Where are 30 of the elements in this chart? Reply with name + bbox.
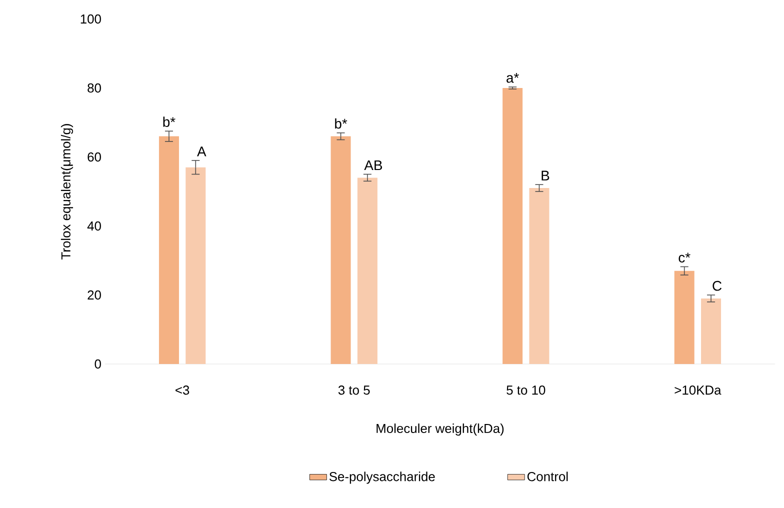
- bar: [330, 136, 351, 364]
- bar: [674, 270, 694, 364]
- annotation: a*: [506, 73, 519, 83]
- annotation: b*: [335, 118, 348, 129]
- annotation: AB: [364, 160, 382, 170]
- legend-label: Se-polysaccharide: [329, 472, 435, 484]
- bar: [357, 178, 378, 364]
- annotation: C: [712, 280, 722, 291]
- x-tick-label: 5 to 10: [506, 386, 546, 395]
- annotation: b*: [163, 116, 176, 127]
- y-tick-label: 40: [87, 221, 101, 231]
- annotation: A: [197, 146, 206, 156]
- y-tick-label: 20: [88, 290, 101, 300]
- bar: [158, 136, 179, 364]
- y-tick-label: 60: [88, 152, 101, 162]
- x-axis-title: Moleculer weight(kDa): [376, 424, 504, 436]
- x-tick-label: 3 to 5: [338, 386, 370, 395]
- y-tick-label: 80: [88, 83, 101, 93]
- x-tick-label: <3: [176, 386, 190, 395]
- annotation: B: [542, 170, 550, 180]
- bar: [186, 167, 206, 364]
- y-tick-label: 100: [80, 14, 101, 24]
- y-axis-title: Trolox equalent(μmol/g): [60, 124, 74, 260]
- x-tick-label: >10KDa: [674, 386, 722, 395]
- bar: [701, 298, 722, 364]
- bar: [502, 88, 523, 364]
- legend-label: Control: [527, 472, 568, 482]
- bar: [529, 188, 550, 364]
- annotation: c*: [678, 252, 690, 263]
- y-tick-label: 0: [94, 359, 101, 369]
